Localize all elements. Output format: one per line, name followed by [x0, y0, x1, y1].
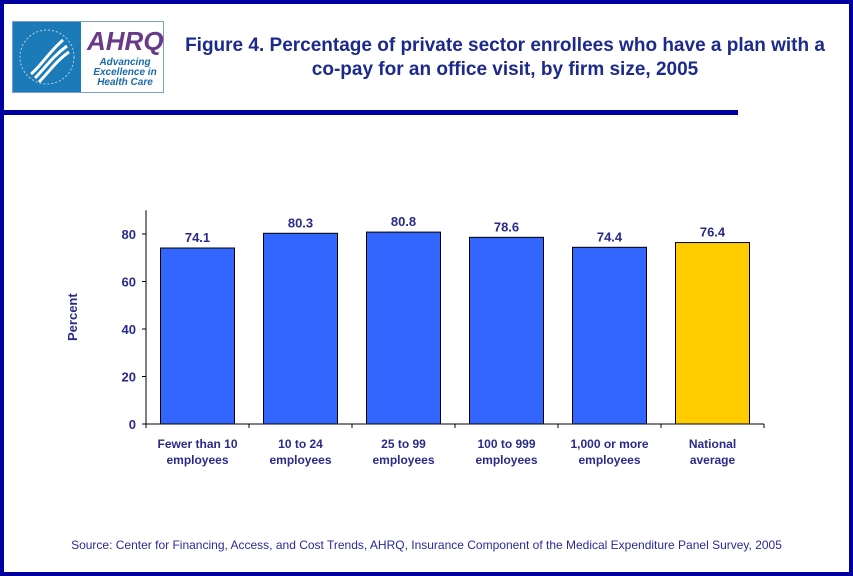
- ahrq-brand: AHRQ: [87, 26, 164, 56]
- y-tick-label: 0: [129, 417, 136, 432]
- data-label: 78.6: [494, 219, 519, 234]
- x-tick-label: National: [689, 437, 736, 451]
- x-tick-label: employees: [578, 453, 640, 467]
- bar: [366, 231, 441, 425]
- x-tick-label: 10 to 24: [278, 437, 323, 451]
- chart-title: Figure 4. Percentage of private sector e…: [185, 35, 825, 80]
- x-tick-label: 1,000 or more: [570, 437, 648, 451]
- y-axis-label: Percent: [65, 293, 80, 341]
- data-label: 80.3: [288, 215, 313, 230]
- x-tick-label: 100 to 999: [477, 437, 535, 451]
- bar: [675, 242, 750, 425]
- ahrq-tagline: Advancing Excellence in Health Care: [93, 57, 157, 88]
- y-tick-label: 60: [122, 275, 136, 290]
- ahrq-logo: AHRQ Advancing Excellence in Health Care: [12, 21, 164, 93]
- data-label: 74.4: [597, 229, 623, 244]
- bar: [572, 246, 647, 425]
- y-tick-label: 40: [122, 322, 136, 337]
- x-tick-label: Fewer than 10: [157, 437, 237, 451]
- x-tick-label: employees: [166, 453, 228, 467]
- hhs-eagle-icon: [13, 22, 81, 92]
- data-label: 74.1: [185, 230, 210, 245]
- divider: [4, 110, 738, 115]
- x-tick-label: employees: [372, 453, 434, 467]
- data-label: 76.4: [700, 225, 726, 240]
- bar: [160, 247, 235, 425]
- data-label: 80.8: [391, 214, 416, 229]
- y-tick-label: 80: [122, 227, 136, 242]
- x-tick-label: 25 to 99: [381, 437, 426, 451]
- y-tick-label: 20: [122, 370, 136, 385]
- x-tick-label: employees: [269, 453, 331, 467]
- bar: [469, 236, 544, 425]
- source-note: Source: Center for Financing, Access, an…: [71, 538, 782, 552]
- bar: [263, 232, 338, 425]
- x-tick-label: employees: [475, 453, 537, 467]
- x-tick-label: average: [690, 453, 736, 467]
